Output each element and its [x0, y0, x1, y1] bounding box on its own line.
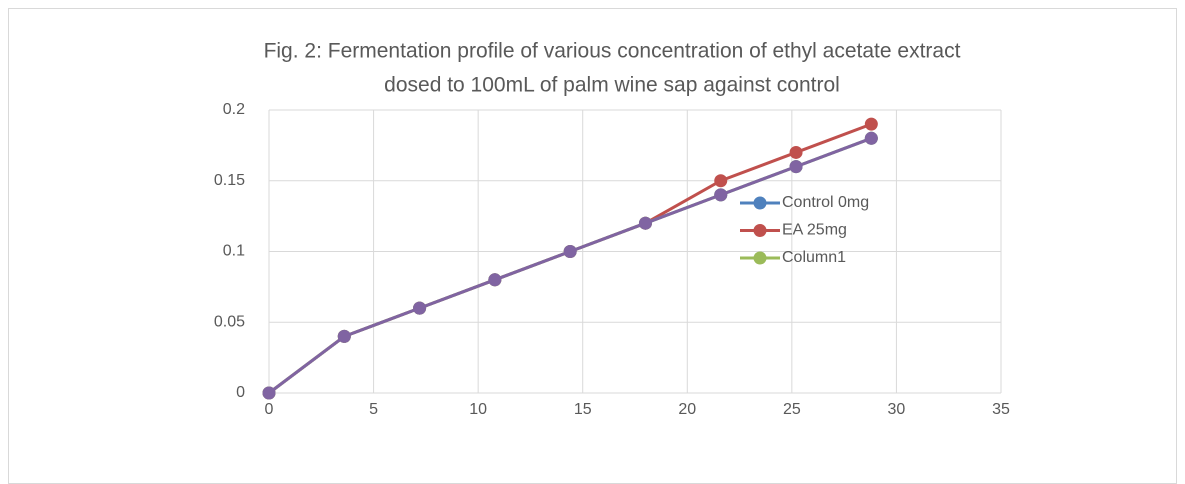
legend-label: Control 0mg [782, 194, 869, 211]
chart-border [8, 8, 1177, 484]
legend-label: EA 25mg [782, 222, 847, 239]
data-point [337, 329, 351, 343]
data-point [413, 301, 427, 315]
legend-marker [753, 224, 767, 237]
data-point [789, 145, 803, 159]
chart-title: dosed to 100mL of palm wine sap against … [384, 74, 840, 97]
x-tick-label: 20 [678, 401, 696, 418]
x-tick-label: 15 [574, 401, 592, 418]
data-point [789, 160, 803, 174]
legend-marker [753, 251, 767, 265]
x-tick-label: 5 [369, 401, 378, 418]
x-tick-label: 35 [992, 401, 1010, 418]
data-point [563, 245, 577, 258]
y-tick-label: 0.05 [214, 313, 245, 330]
legend-label: Column1 [782, 249, 846, 266]
x-tick-label: 25 [783, 401, 801, 418]
x-tick-label: 0 [265, 401, 274, 418]
legend-marker [753, 196, 767, 210]
data-point [864, 117, 878, 131]
y-tick-label: 0.2 [223, 101, 245, 118]
y-tick-label: 0 [236, 384, 245, 401]
data-point [262, 386, 276, 400]
data-point [488, 273, 502, 287]
x-tick-label: 10 [469, 401, 487, 418]
data-point [864, 131, 878, 145]
data-point [714, 188, 728, 202]
y-tick-label: 0.15 [214, 172, 245, 189]
data-point [638, 216, 652, 230]
chart-title: Fig. 2: Fermentation profile of various … [264, 40, 961, 63]
data-point [714, 174, 728, 188]
x-tick-label: 30 [888, 401, 906, 418]
y-tick-label: 0.1 [223, 243, 245, 260]
